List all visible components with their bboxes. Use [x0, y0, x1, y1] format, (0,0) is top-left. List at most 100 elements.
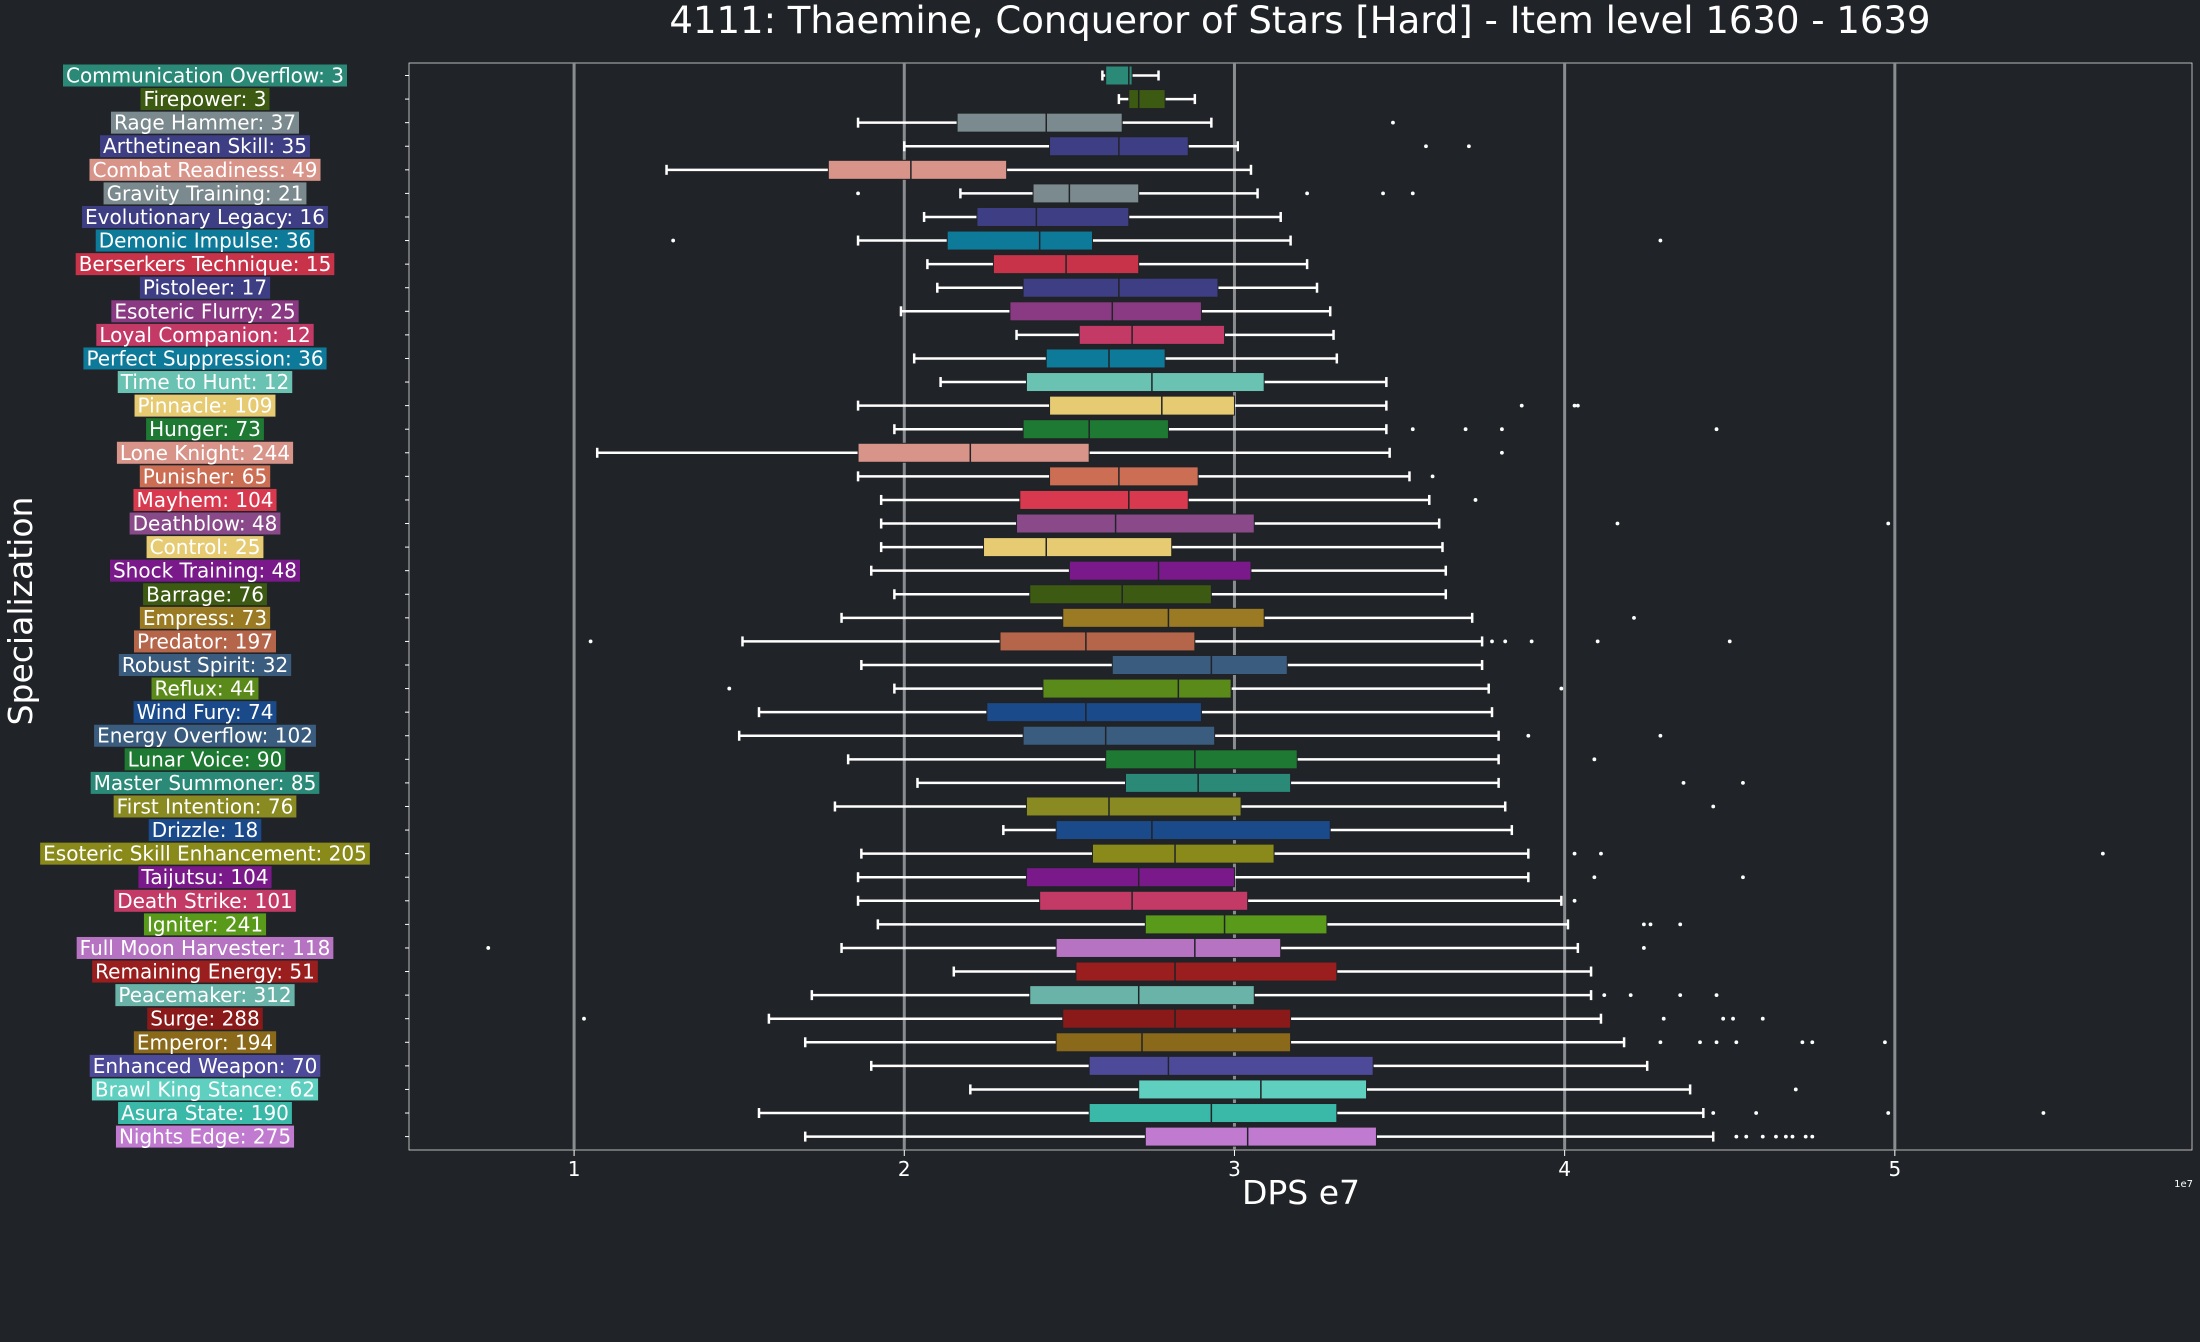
iqr-box — [1062, 607, 1265, 628]
category-label-background — [75, 253, 335, 276]
box-series — [405, 1103, 2046, 1124]
category-label: Barrage: 76 — [146, 582, 264, 606]
category-label-background — [117, 371, 293, 394]
outlier-point — [1503, 639, 1508, 644]
outlier-point — [1628, 993, 1633, 998]
iqr-box — [1025, 796, 1242, 817]
category-label-background — [96, 323, 314, 346]
category-label-background — [109, 559, 301, 582]
outlier-point — [1424, 144, 1428, 149]
category-label: Drizzle: 18 — [152, 818, 259, 842]
outlier-point — [1810, 1040, 1815, 1045]
category-label: Pinnacle: 109 — [138, 394, 273, 418]
outlier-point — [1711, 804, 1716, 809]
iqr-box — [1144, 1126, 1377, 1147]
category-label: Deathblow: 48 — [133, 512, 278, 536]
outlier-point — [1500, 427, 1504, 432]
outlier-point — [1641, 946, 1646, 950]
iqr-box — [1032, 183, 1140, 204]
iqr-box — [956, 112, 1123, 133]
iqr-box — [1144, 914, 1328, 935]
box-series — [405, 301, 1332, 322]
iqr-box — [1009, 301, 1202, 322]
outlier-point — [1519, 403, 1524, 408]
outlier-point — [1526, 733, 1531, 738]
category-label: Firepower: 3 — [144, 87, 267, 111]
category-label-background — [115, 1125, 295, 1148]
outlier-point — [582, 1016, 586, 1021]
category-label-background — [129, 512, 281, 535]
category-label-background — [94, 724, 316, 747]
outlier-point — [1711, 1111, 1716, 1115]
box-series — [405, 372, 1388, 393]
outlier-point — [1599, 851, 1603, 856]
outlier-point — [1883, 1040, 1887, 1045]
outlier-point — [1615, 521, 1620, 526]
category-label-background — [139, 276, 271, 299]
outlier-point — [1783, 1134, 1788, 1139]
outlier-point — [1410, 191, 1415, 196]
iqr-box — [827, 159, 1008, 180]
category-label-background — [40, 842, 370, 865]
category-label-background — [113, 795, 297, 818]
outlier-point — [1678, 993, 1683, 998]
category-label-background — [124, 748, 286, 771]
category-label-background — [76, 936, 334, 959]
x-tick-label: 1 — [568, 1157, 581, 1181]
category-label: Enhanced Weapon: 70 — [93, 1054, 318, 1078]
category-label: Hunger: 73 — [149, 417, 261, 441]
iqr-box — [1105, 749, 1298, 770]
category-label-background — [139, 465, 271, 488]
box-series — [405, 1008, 1765, 1029]
outlier-point — [1741, 781, 1745, 785]
category-label-background — [83, 347, 327, 370]
outlier-point — [1658, 733, 1663, 738]
category-label-background — [148, 819, 262, 842]
outlier-point — [1466, 144, 1471, 149]
outlier-point — [1714, 427, 1719, 432]
category-label-background — [138, 866, 272, 889]
category-label: Lone Knight: 244 — [120, 441, 290, 465]
box-series — [405, 1055, 1649, 1076]
category-label: Esoteric Flurry: 25 — [114, 299, 295, 323]
category-label: Robust Spirit: 32 — [122, 653, 288, 677]
category-label-background — [89, 158, 321, 181]
outlier-point — [1760, 1016, 1765, 1021]
x-axis-label: DPS e7 — [1242, 1173, 1360, 1212]
box-series — [405, 749, 1597, 770]
box-series — [405, 914, 1683, 935]
outlier-point — [1575, 403, 1580, 408]
box-series — [405, 183, 1415, 204]
category-label: Shock Training: 48 — [113, 559, 297, 583]
outlier-point — [1886, 1111, 1891, 1115]
box-series — [405, 419, 1719, 440]
category-label: Emperor: 194 — [137, 1030, 273, 1054]
iqr-box — [1029, 584, 1212, 605]
iqr-box — [1091, 843, 1275, 864]
box-series — [405, 230, 1663, 251]
category-label: Brawl King Stance: 62 — [95, 1077, 315, 1101]
outlier-point — [1741, 875, 1745, 880]
category-label-background — [114, 889, 296, 912]
outlier-point — [1658, 238, 1663, 243]
category-label: Evolutionary Legacy: 16 — [85, 205, 325, 229]
outlier-point — [1810, 1134, 1815, 1139]
outlier-point — [1714, 993, 1719, 998]
iqr-box — [1042, 678, 1232, 699]
plot-frame — [408, 62, 2193, 1151]
outlier-point — [1500, 450, 1504, 455]
iqr-box — [1049, 466, 1199, 487]
category-label-background — [133, 701, 277, 724]
category-label: Empress: 73 — [143, 606, 267, 630]
iqr-box — [1111, 655, 1288, 675]
category-label: Communication Overflow: 3 — [66, 64, 344, 88]
y-axis-label: Specialization — [1, 497, 40, 726]
iqr-box — [1055, 1032, 1292, 1053]
category-label-background — [140, 88, 270, 111]
outlier-point — [1661, 1016, 1666, 1021]
box-series — [405, 843, 2105, 864]
outlier-point — [1698, 1040, 1702, 1045]
outlier-point — [1595, 639, 1600, 644]
iqr-box — [1025, 372, 1265, 393]
